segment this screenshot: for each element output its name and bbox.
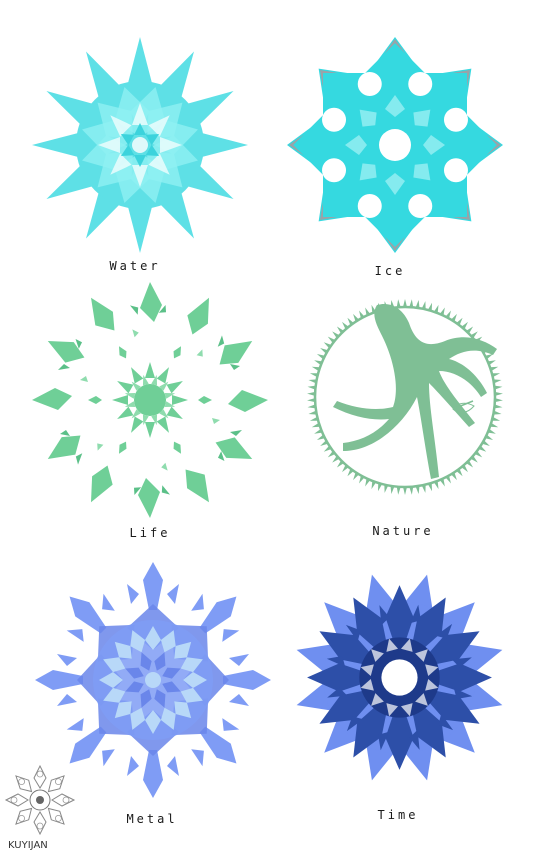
life-snowflake-icon (32, 282, 268, 518)
time-label: Time (377, 808, 419, 822)
ice-emblem (285, 35, 505, 255)
life-emblem (30, 280, 270, 520)
water-label: Water (109, 259, 161, 273)
metal-snowflake-icon (35, 562, 271, 798)
signature-snowflake-icon (4, 764, 76, 836)
signature-logo (4, 760, 84, 844)
water-snowflake-icon (32, 37, 248, 253)
ice-label: Ice (374, 264, 406, 278)
time-snowflake-icon (296, 574, 503, 781)
metal-label: Metal (126, 812, 178, 826)
ice-snowflake-icon (287, 37, 503, 253)
signature-text: KUYIJAN (8, 840, 48, 851)
time-emblem (292, 570, 507, 785)
nature-label: Nature (372, 524, 434, 538)
tree-circle-icon (307, 299, 503, 495)
life-label: Life (129, 526, 171, 540)
nature-emblem (300, 292, 510, 502)
metal-emblem (33, 560, 273, 800)
water-emblem (30, 35, 250, 255)
